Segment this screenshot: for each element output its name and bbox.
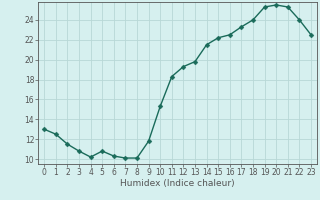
X-axis label: Humidex (Indice chaleur): Humidex (Indice chaleur) (120, 179, 235, 188)
